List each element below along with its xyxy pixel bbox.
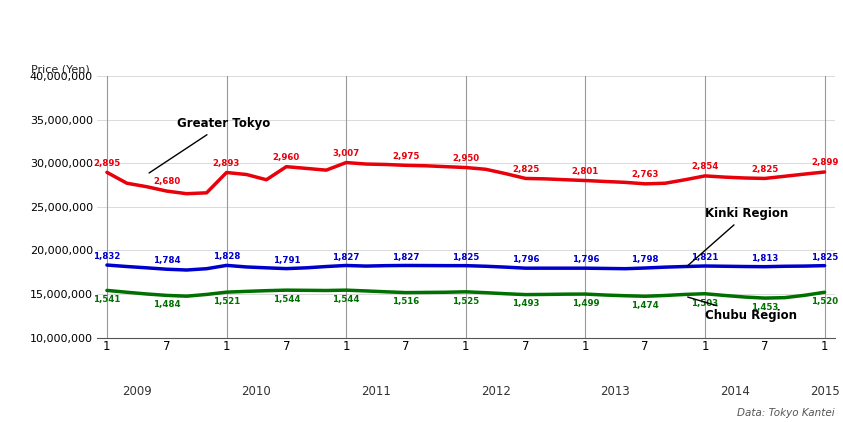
- Text: 2,893: 2,893: [212, 159, 240, 168]
- Text: 1,474: 1,474: [631, 301, 659, 310]
- Text: Kinki Region: Kinki Region: [687, 207, 788, 266]
- Text: 1,825: 1,825: [452, 253, 480, 262]
- Text: 2013: 2013: [600, 385, 631, 398]
- Text: 1,827: 1,827: [332, 252, 360, 262]
- Text: Chubu Region: Chubu Region: [688, 297, 797, 322]
- Text: 1,520: 1,520: [811, 297, 838, 306]
- Text: 1,832: 1,832: [94, 252, 121, 261]
- Text: 1,516: 1,516: [392, 298, 420, 306]
- Text: 1,541: 1,541: [94, 295, 121, 304]
- Text: 2,801: 2,801: [572, 167, 599, 176]
- Text: 1,493: 1,493: [512, 299, 540, 308]
- Text: 1,499: 1,499: [572, 299, 599, 308]
- Text: 2,899: 2,899: [811, 158, 838, 167]
- Text: 1,798: 1,798: [631, 255, 659, 264]
- Text: 1,544: 1,544: [332, 295, 360, 304]
- Text: 1,796: 1,796: [512, 255, 540, 264]
- Text: 2,975: 2,975: [392, 151, 420, 160]
- Text: 1,828: 1,828: [212, 252, 240, 262]
- Text: 2,680: 2,680: [153, 177, 180, 186]
- Text: 1,453: 1,453: [751, 303, 778, 312]
- Text: 1,544: 1,544: [272, 295, 300, 304]
- Text: 1,796: 1,796: [572, 255, 599, 264]
- Text: 1,827: 1,827: [392, 252, 420, 262]
- Text: 1,521: 1,521: [213, 297, 240, 306]
- Text: 1,525: 1,525: [452, 297, 480, 306]
- Text: 2010: 2010: [242, 385, 271, 398]
- Text: 2,825: 2,825: [512, 165, 540, 173]
- Text: 2,950: 2,950: [452, 154, 480, 163]
- Text: 1,784: 1,784: [153, 256, 180, 265]
- Text: 1,821: 1,821: [691, 253, 719, 262]
- Text: 2014: 2014: [720, 385, 749, 398]
- Text: 2,825: 2,825: [751, 165, 778, 173]
- Text: 2,895: 2,895: [94, 159, 121, 168]
- Text: 2009: 2009: [122, 385, 152, 398]
- Text: Price (Yen): Price (Yen): [31, 65, 89, 75]
- Text: 1,813: 1,813: [751, 254, 778, 263]
- Text: 1,484: 1,484: [153, 300, 180, 309]
- Text: 1,825: 1,825: [811, 253, 838, 262]
- Text: 3,007: 3,007: [332, 149, 360, 158]
- Text: 2,763: 2,763: [631, 170, 659, 179]
- Text: 2012: 2012: [481, 385, 511, 398]
- Text: Greater Tokyo: Greater Tokyo: [149, 117, 270, 173]
- Text: 1,791: 1,791: [272, 256, 300, 265]
- Text: Average asking price of a 70 sqm second-hand apartment across Japan: Average asking price of a 70 sqm second-…: [7, 19, 596, 34]
- Text: 2,854: 2,854: [691, 162, 719, 171]
- Text: 2015: 2015: [810, 385, 840, 398]
- Text: 1,503: 1,503: [691, 298, 718, 308]
- Text: Data: Tokyo Kantei: Data: Tokyo Kantei: [737, 408, 835, 418]
- Text: 2,960: 2,960: [272, 153, 300, 162]
- Text: 2011: 2011: [361, 385, 391, 398]
